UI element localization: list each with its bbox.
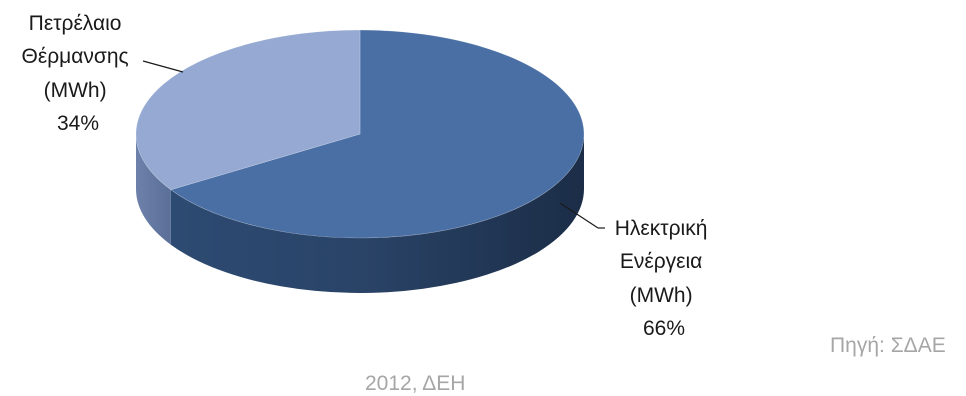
pie-slice-1	[135, 29, 361, 191]
slice-label-oil-line3: (MWh)	[44, 79, 107, 102]
slice-label-electric: Ηλεκτρική Ενέργεια (MWh) 66%	[615, 217, 713, 340]
slice-label-electric-line1: Ηλεκτρική	[615, 217, 708, 240]
pie-slice-0	[170, 29, 585, 239]
slice-label-oil-line1: Πετρέλαιο	[29, 12, 122, 35]
slice-label-electric-line3: (MWh)	[630, 284, 693, 307]
leader-line-oil	[142, 60, 184, 73]
slice-label-oil-line2: Θέρμανσης	[22, 45, 129, 68]
slice-label-electric-line2: Ενέργεια	[620, 250, 702, 273]
pie-layer	[135, 29, 585, 294]
slice-label-oil: Πετρέλαιο Θέρμανσης (MWh) 34%	[22, 12, 135, 135]
pie-side-0-0	[170, 134, 584, 294]
pie-side-1-0	[136, 134, 171, 245]
leader-line-electric	[559, 202, 599, 229]
slice-percent-oil: 34%	[57, 112, 99, 135]
source-text-line1: Πηγή: ΣΔΑΕ	[830, 334, 946, 357]
source-text-line2: 2012, ΔΕΗ	[365, 372, 466, 395]
slice-percent-electric: 66%	[643, 317, 685, 340]
